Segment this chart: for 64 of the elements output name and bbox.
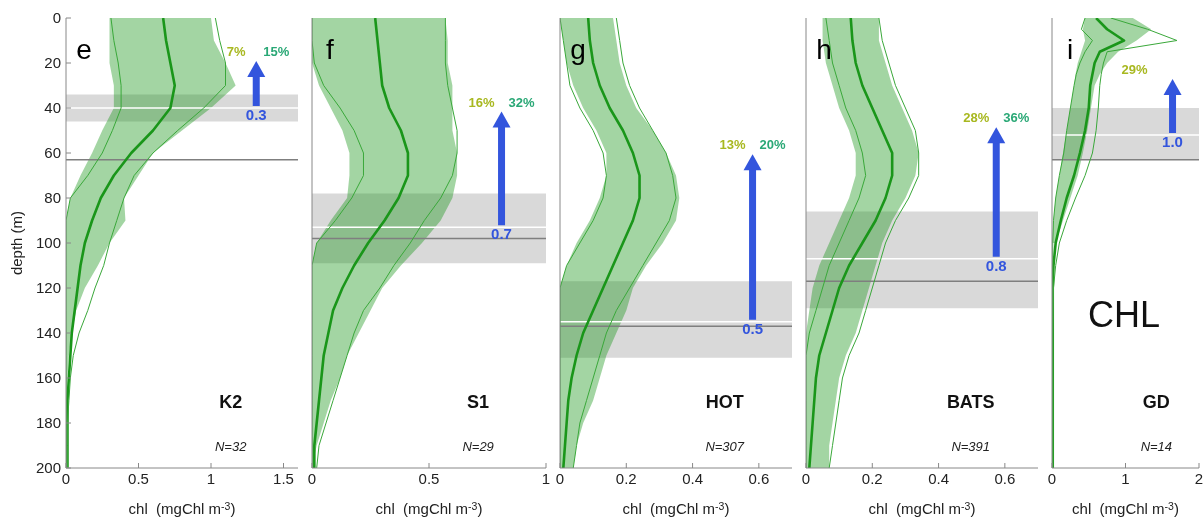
annotation: 36% <box>1003 110 1030 126</box>
x-tick-label: 0 <box>801 469 811 487</box>
y-tick-label: 40 <box>44 99 61 117</box>
y-tick-label: 120 <box>35 279 61 297</box>
x-axis-title: chl (mgChl m$^{-3}$) <box>128 499 236 517</box>
text: BATS <box>946 391 995 412</box>
annotation: 7% <box>226 44 247 60</box>
y-tick-label: 20 <box>44 54 61 72</box>
annotation: g <box>570 34 586 66</box>
x-tick-label: 0 <box>307 469 317 487</box>
y-tick-label: 200 <box>35 459 61 477</box>
x-tick-label: 0.2 <box>615 469 637 487</box>
annotation: 20% <box>759 137 786 153</box>
x-tick-label: 1 <box>541 469 551 487</box>
annotation: 15% <box>263 44 290 60</box>
x-tick-label: 0.5 <box>418 469 440 487</box>
x-tick-label: 0.6 <box>748 469 770 487</box>
x-tick-label: 1.5 <box>273 469 294 487</box>
x-tick-label: 0.5 <box>128 469 149 487</box>
annotation: N=32 <box>214 439 248 455</box>
text: S1 <box>467 391 490 412</box>
y-tick-label: 80 <box>44 189 61 207</box>
annotation: 0.5 <box>742 319 763 337</box>
annotation: N=391 <box>951 439 991 455</box>
text: K2 <box>219 391 243 412</box>
x-tick-label: 0 <box>555 469 565 487</box>
annotation: e <box>76 34 92 66</box>
x-tick-label: 0.2 <box>861 469 883 487</box>
annotation: 0.3 <box>245 105 267 123</box>
x-tick-label: 0 <box>1047 469 1057 487</box>
annotation: i <box>1066 34 1074 66</box>
x-tick-label: 2 <box>1194 469 1204 487</box>
annotation: 0.8 <box>985 256 1007 274</box>
annotation: N=29 <box>462 439 494 455</box>
y-tick-label: 0 <box>52 9 61 27</box>
y-tick-label: 60 <box>44 144 61 162</box>
y-axis-title: depth (m) <box>8 210 25 276</box>
annotation: 13% <box>719 137 746 153</box>
y-tick-label: 180 <box>35 414 61 432</box>
annotation: N=14 <box>1140 439 1173 455</box>
x-tick-label: 1 <box>206 469 216 487</box>
x-axis-title: chl (mgChl m$^{-3}$) <box>1072 499 1179 517</box>
annotation: 16% <box>468 94 495 110</box>
y-tick-label: 160 <box>35 369 61 387</box>
text: HOT <box>705 391 744 412</box>
y-tick-label: 100 <box>35 234 61 252</box>
text: CHL <box>1088 293 1161 335</box>
annotation: h <box>816 34 832 66</box>
x-axis-title: chl (mgChl m$^{-3}$) <box>868 499 976 517</box>
annotation: N=307 <box>705 439 745 455</box>
x-tick-label: 0.4 <box>928 469 949 487</box>
annotation: 1.0 <box>1162 132 1183 150</box>
x-tick-label: 0.4 <box>682 469 703 487</box>
x-axis-title: chl (mgChl m$^{-3}$) <box>622 499 730 517</box>
x-tick-label: 1 <box>1121 469 1130 487</box>
x-axis-title: chl (mgChl m$^{-3}$) <box>375 499 483 517</box>
y-tick-label: 140 <box>35 324 61 342</box>
annotation: 29% <box>1121 62 1148 78</box>
annotation: 32% <box>508 94 535 110</box>
annotation: 0.7 <box>491 225 512 243</box>
x-tick-label: 0.6 <box>994 469 1016 487</box>
text: GD <box>1142 391 1170 412</box>
annotation: 28% <box>963 110 990 126</box>
annotation: f <box>326 34 335 66</box>
